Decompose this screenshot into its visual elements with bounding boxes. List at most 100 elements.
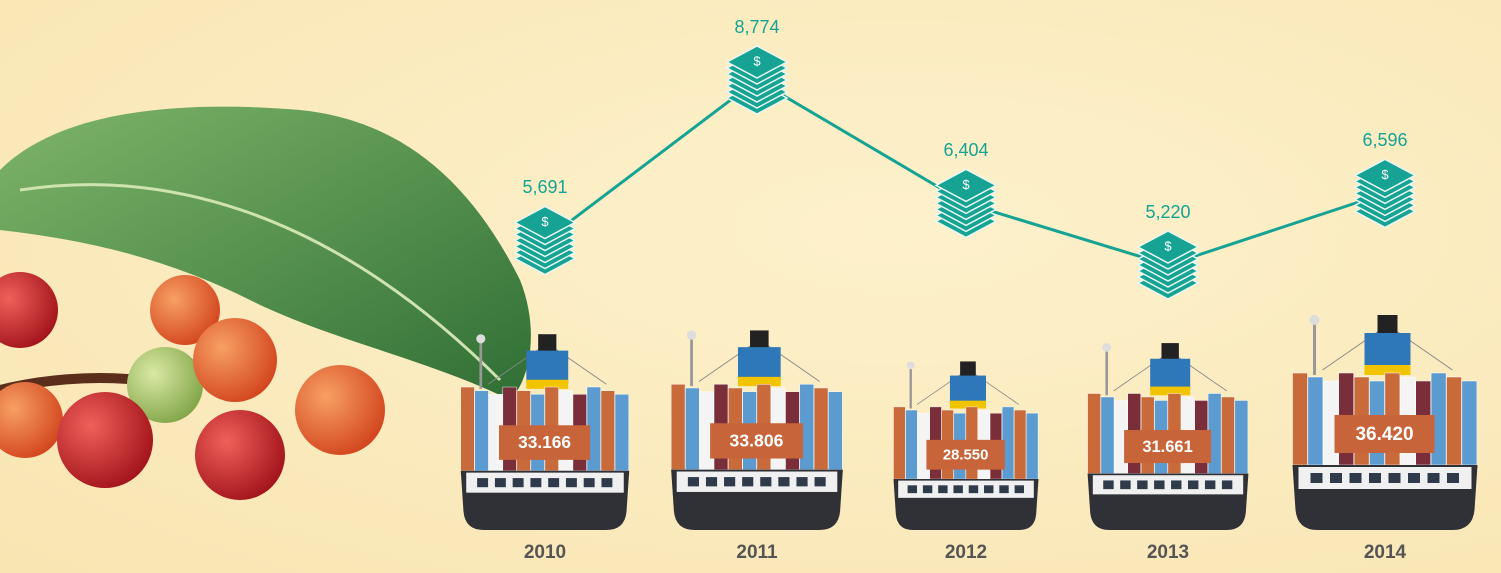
bill bbox=[513, 205, 577, 240]
window bbox=[1120, 480, 1131, 490]
bridge bbox=[737, 347, 781, 381]
label-box bbox=[710, 423, 803, 459]
deck bbox=[1298, 467, 1472, 489]
window bbox=[1349, 473, 1362, 483]
window bbox=[1204, 480, 1216, 490]
money-stack: $ bbox=[513, 205, 577, 276]
window bbox=[1221, 480, 1233, 490]
coffee-plant bbox=[0, 106, 531, 500]
ship-value-label: 36.420 bbox=[1355, 424, 1413, 445]
x-tick-label: 2013 bbox=[1147, 542, 1189, 563]
rigging bbox=[916, 368, 969, 405]
window bbox=[1171, 480, 1182, 490]
window bbox=[1427, 473, 1440, 483]
container bbox=[1234, 400, 1249, 474]
rigging bbox=[967, 368, 1020, 405]
ship: 31.661 bbox=[1087, 343, 1249, 530]
bill bbox=[1136, 230, 1200, 264]
window bbox=[938, 485, 948, 494]
window bbox=[705, 477, 718, 487]
mast-light bbox=[906, 361, 915, 370]
window bbox=[984, 485, 994, 494]
window bbox=[953, 485, 963, 494]
window bbox=[1447, 473, 1459, 483]
dollar: $ bbox=[1164, 238, 1172, 253]
ship-value-label: 28.550 bbox=[943, 447, 989, 463]
window bbox=[922, 485, 933, 494]
window bbox=[1014, 485, 1025, 494]
funnel bbox=[1377, 315, 1398, 335]
funnel bbox=[750, 330, 769, 349]
bridge bbox=[1364, 333, 1411, 369]
value-label: 6,596 bbox=[1362, 130, 1407, 150]
value-label: 6,404 bbox=[943, 140, 988, 160]
window bbox=[601, 478, 613, 488]
ship: 28.550 bbox=[893, 361, 1039, 530]
value-label: 5,691 bbox=[522, 177, 567, 197]
funnel bbox=[1161, 343, 1179, 361]
container bbox=[685, 387, 700, 470]
window bbox=[999, 485, 1009, 494]
container bbox=[614, 394, 629, 472]
window bbox=[583, 478, 595, 488]
window bbox=[1310, 473, 1323, 483]
container bbox=[1026, 413, 1039, 480]
window bbox=[494, 478, 506, 488]
window bbox=[907, 485, 918, 494]
money-stack: $ bbox=[934, 168, 998, 239]
container bbox=[893, 406, 906, 480]
value-label: 5,220 bbox=[1145, 202, 1190, 222]
window bbox=[968, 485, 979, 494]
deck bbox=[676, 471, 838, 492]
window bbox=[1187, 480, 1199, 490]
ship: 36.420 bbox=[1292, 315, 1478, 530]
bridge bbox=[526, 350, 569, 384]
window bbox=[742, 477, 754, 487]
window bbox=[760, 477, 772, 487]
money-stack: $ bbox=[1353, 158, 1417, 229]
container bbox=[905, 409, 918, 480]
window bbox=[1103, 480, 1114, 490]
rigging bbox=[698, 339, 760, 382]
container bbox=[1014, 409, 1027, 480]
dollar: $ bbox=[1381, 167, 1389, 182]
window bbox=[1154, 480, 1165, 490]
container bbox=[1087, 393, 1101, 474]
deck bbox=[898, 480, 1034, 498]
ship-value-label: 33.806 bbox=[730, 430, 784, 450]
window bbox=[1369, 473, 1381, 483]
label-box bbox=[1124, 430, 1212, 464]
bill bbox=[725, 45, 789, 79]
x-tick-label: 2010 bbox=[524, 542, 566, 563]
container bbox=[670, 384, 686, 470]
window bbox=[512, 478, 524, 488]
value-label: 8,774 bbox=[734, 17, 779, 37]
window bbox=[1330, 473, 1342, 483]
window bbox=[1137, 480, 1148, 490]
marks: 33.166 2010 33.806 2011 28.550 2012 31.661 2013… bbox=[460, 17, 1478, 563]
label-box bbox=[926, 439, 1005, 470]
ship: 33.166 bbox=[460, 334, 630, 530]
rigging bbox=[1169, 351, 1227, 392]
ship: 33.806 bbox=[670, 330, 843, 530]
window bbox=[530, 478, 542, 488]
window bbox=[477, 478, 489, 488]
rigging bbox=[487, 342, 548, 385]
container bbox=[828, 391, 843, 470]
bridge bbox=[1150, 358, 1191, 391]
deck bbox=[1092, 475, 1244, 495]
rigging bbox=[547, 342, 607, 385]
ship-value-label: 33.166 bbox=[518, 432, 571, 452]
container bbox=[1446, 376, 1462, 466]
container bbox=[1292, 372, 1308, 466]
bridge-base bbox=[1150, 386, 1191, 396]
bill bbox=[934, 168, 998, 203]
x-tick-label: 2014 bbox=[1364, 542, 1407, 563]
funnel bbox=[538, 334, 557, 353]
container bbox=[600, 390, 615, 472]
window bbox=[1388, 473, 1401, 483]
window bbox=[814, 477, 826, 487]
window bbox=[796, 477, 808, 487]
window bbox=[565, 478, 577, 488]
